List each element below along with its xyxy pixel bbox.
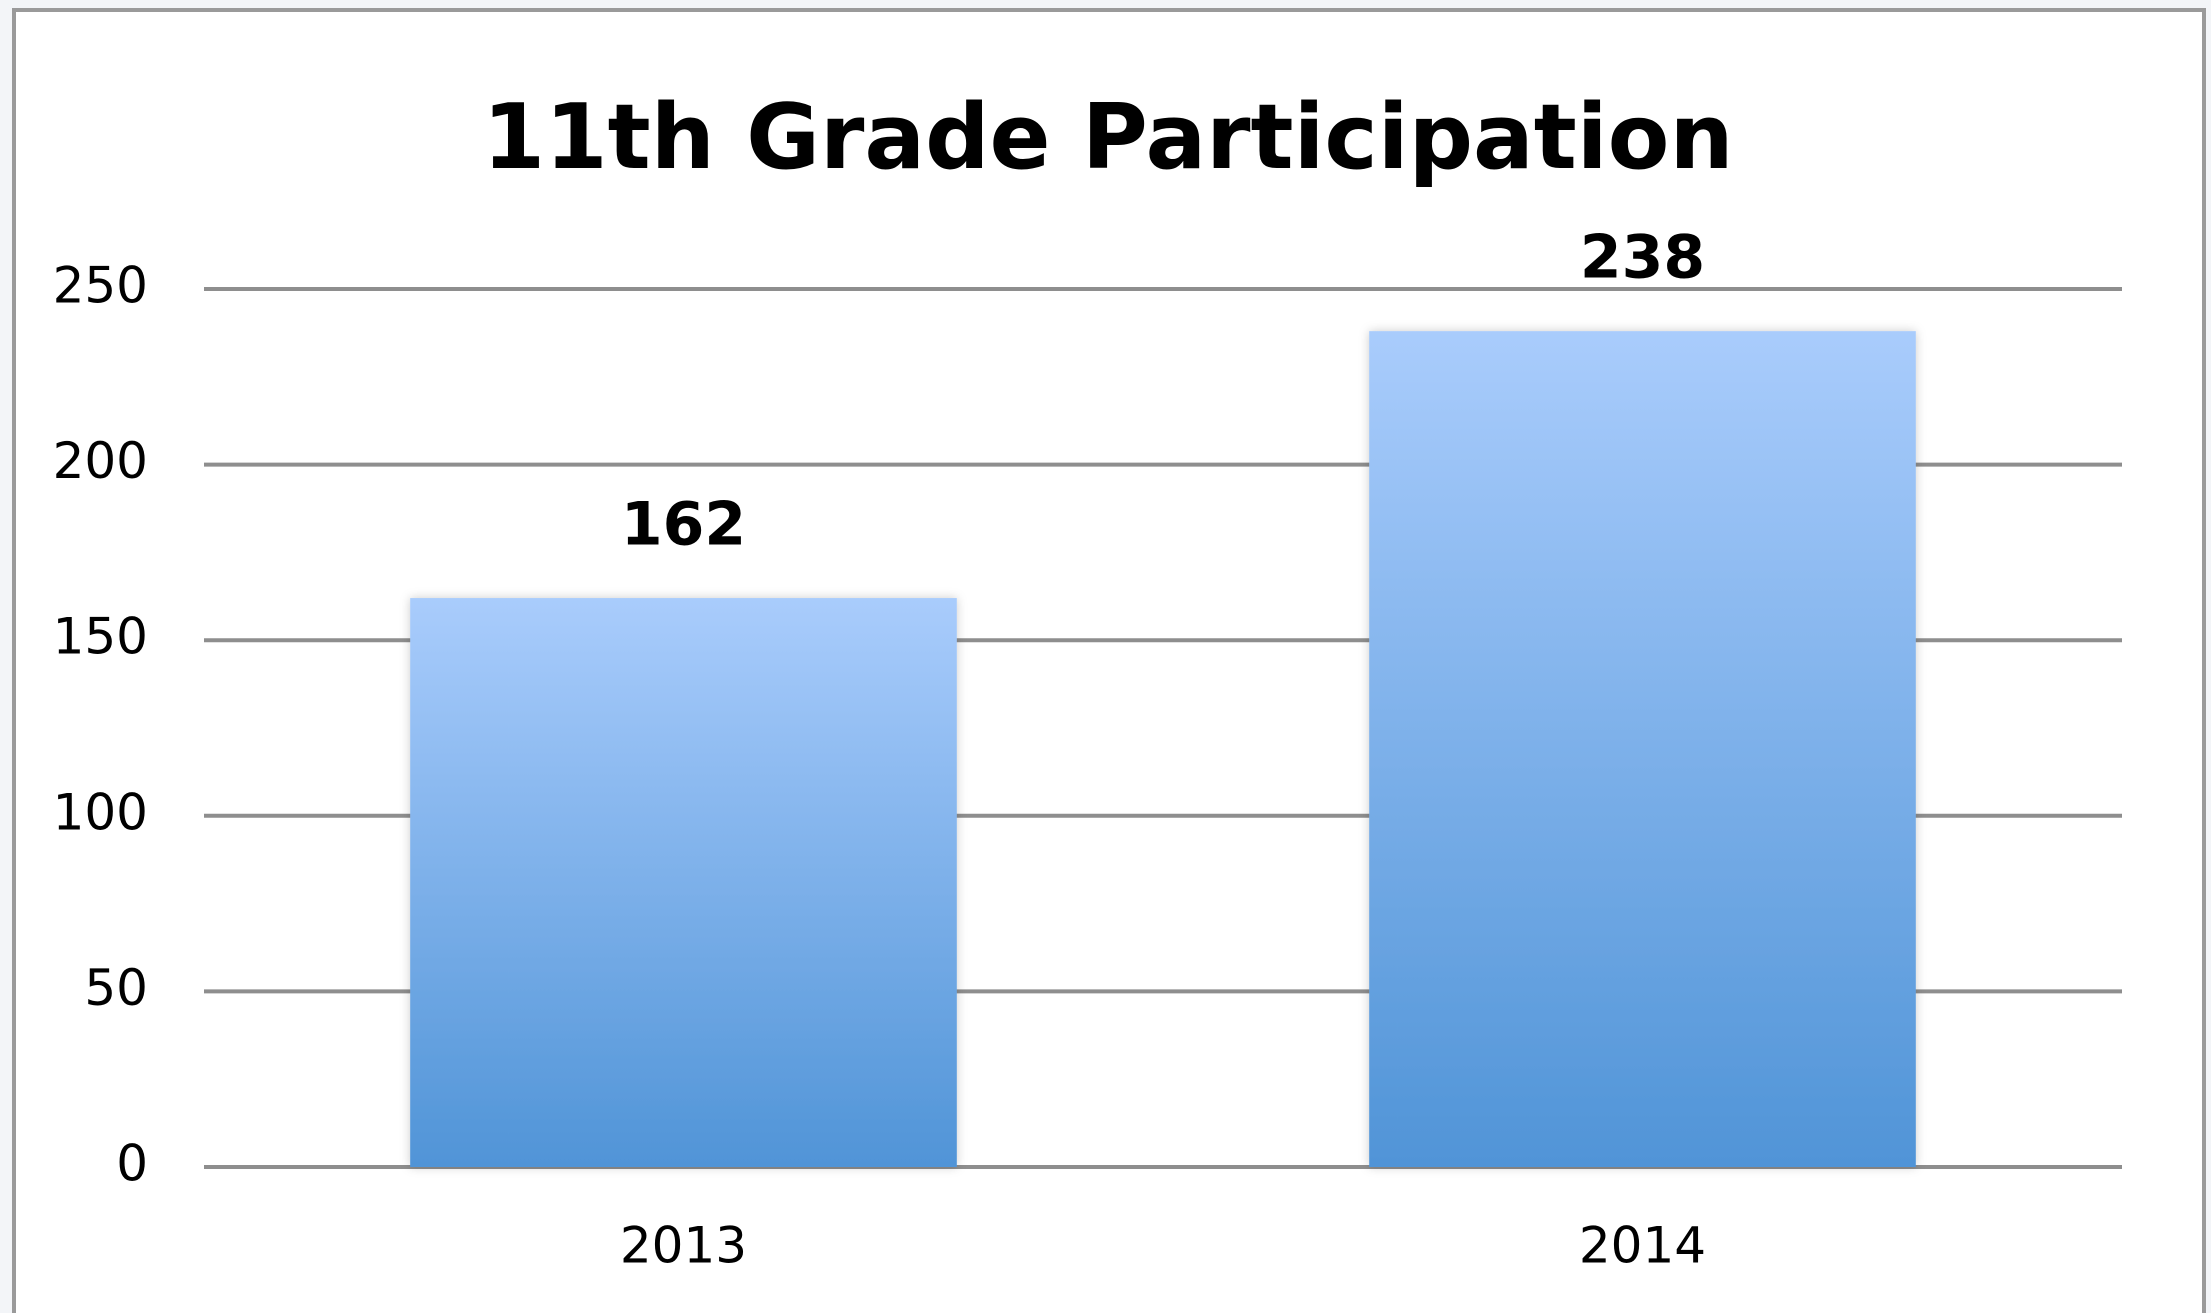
x-tick-label: 2014 (1579, 1217, 1706, 1275)
x-tick-label: 2013 (620, 1217, 747, 1275)
y-tick-label: 100 (53, 783, 148, 841)
bar (1369, 331, 1916, 1167)
bar (410, 598, 957, 1167)
chart-title: 11th Grade Participation (482, 85, 1733, 190)
y-tick-label: 250 (53, 257, 148, 315)
y-tick-label: 200 (53, 432, 148, 490)
y-tick-label: 0 (116, 1135, 148, 1193)
data-label: 238 (1580, 223, 1705, 293)
data-label: 162 (621, 490, 746, 560)
y-tick-label: 150 (53, 608, 148, 666)
y-tick-label: 50 (84, 959, 148, 1017)
